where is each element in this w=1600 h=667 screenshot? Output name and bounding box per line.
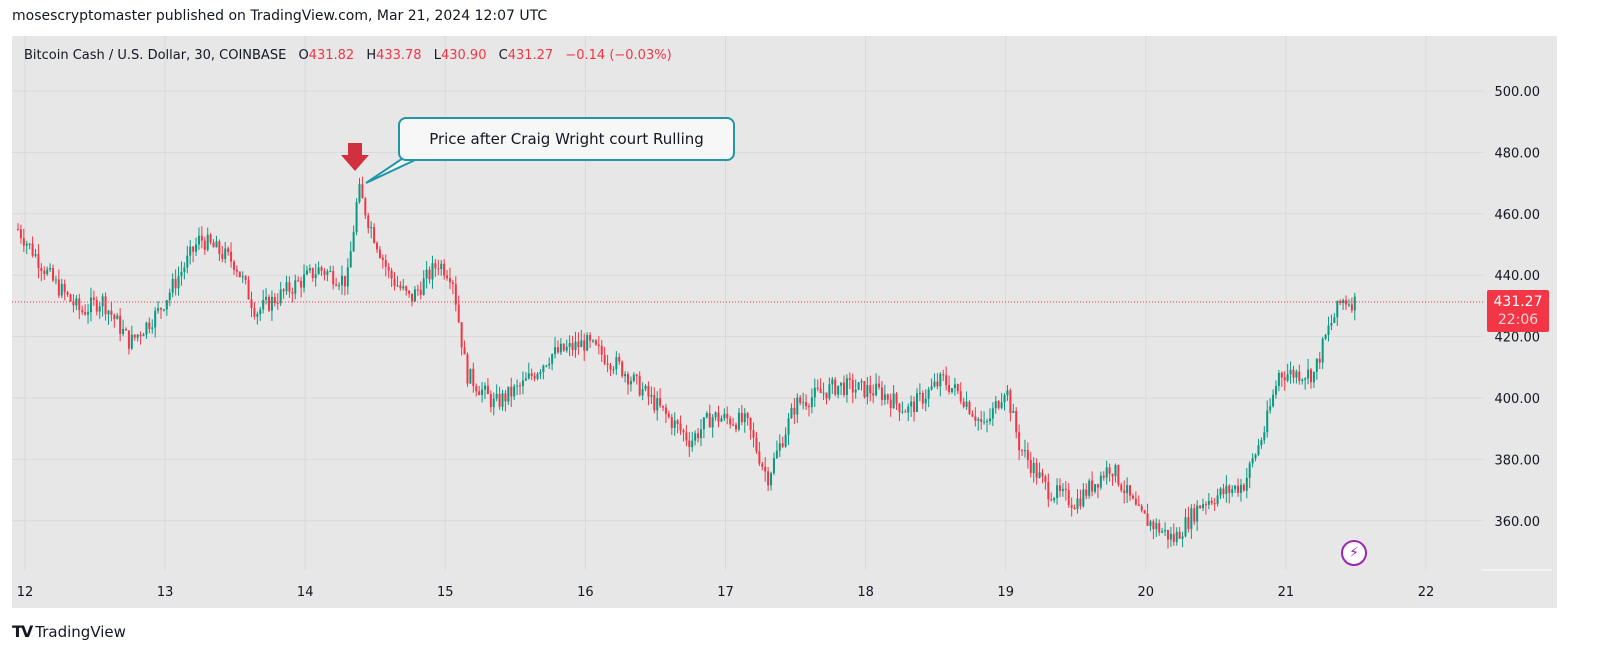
- tradingview-brand[interactable]: TV TradingView: [12, 622, 126, 641]
- time-tick-label: 15: [437, 585, 454, 600]
- high-value: 433.78: [376, 48, 422, 63]
- bar-countdown: 22:06: [1497, 312, 1539, 328]
- price-tick-label: 400.00: [1495, 392, 1541, 407]
- time-tick-label: 22: [1418, 585, 1435, 600]
- down-arrow-icon[interactable]: [341, 143, 369, 171]
- price-tick-label: 360.00: [1495, 515, 1541, 530]
- open-value: 431.82: [308, 48, 355, 63]
- brand-name: TradingView: [35, 622, 126, 641]
- chart-panel[interactable]: [12, 36, 1557, 608]
- symbol-title: Bitcoin Cash / U.S. Dollar, 30, COINBASE: [24, 48, 287, 63]
- time-tick-label: 21: [1278, 585, 1295, 600]
- low-value: 430.90: [440, 48, 487, 63]
- price-tick-label: 380.00: [1495, 453, 1541, 468]
- tradingview-logo-icon: TV: [12, 622, 33, 641]
- candles: [16, 176, 1356, 549]
- last-price-value: 431.27: [1493, 294, 1543, 310]
- close-value: 431.27: [507, 48, 554, 63]
- time-tick-label: 19: [997, 585, 1014, 600]
- change-value: −0.14 (−0.03%): [565, 48, 672, 63]
- time-tick-label: 12: [17, 585, 34, 600]
- price-axis[interactable]: 360.00 380.00 400.00 420.00 440.00 460.00 480.…: [1495, 85, 1541, 530]
- price-tick-label: 440.00: [1495, 269, 1541, 284]
- open-label: O: [298, 48, 309, 63]
- annotation-callout[interactable]: Price after Craig Wright court Rulling: [398, 117, 735, 161]
- close-label: C: [498, 48, 508, 63]
- price-tick-label: 500.00: [1495, 85, 1541, 100]
- time-tick-label: 13: [157, 585, 174, 600]
- low-label: L: [433, 48, 441, 63]
- lightning-icon[interactable]: ⚡: [1341, 540, 1367, 566]
- symbol-legend[interactable]: Bitcoin Cash / U.S. Dollar, 30, COINBASE…: [24, 48, 672, 63]
- price-tick-label: 480.00: [1495, 146, 1541, 161]
- time-tick-label: 16: [577, 585, 594, 600]
- callout-text: Price after Craig Wright court Rulling: [429, 130, 704, 148]
- time-tick-label: 18: [857, 585, 874, 600]
- price-tick-label: 420.00: [1495, 331, 1541, 346]
- published-line: mosescryptomaster published on TradingVi…: [12, 8, 548, 24]
- last-price-tag: 431.27 22:06: [1487, 290, 1549, 332]
- time-tick-label: 17: [717, 585, 734, 600]
- high-label: H: [366, 48, 377, 63]
- price-tick-label: 460.00: [1495, 208, 1541, 223]
- time-tick-label: 14: [297, 585, 314, 600]
- grid-lines: [12, 36, 1483, 570]
- time-axis[interactable]: 12 13 14 15 16 17 18 19 20 21 22: [17, 585, 1435, 600]
- time-tick-label: 20: [1138, 585, 1155, 600]
